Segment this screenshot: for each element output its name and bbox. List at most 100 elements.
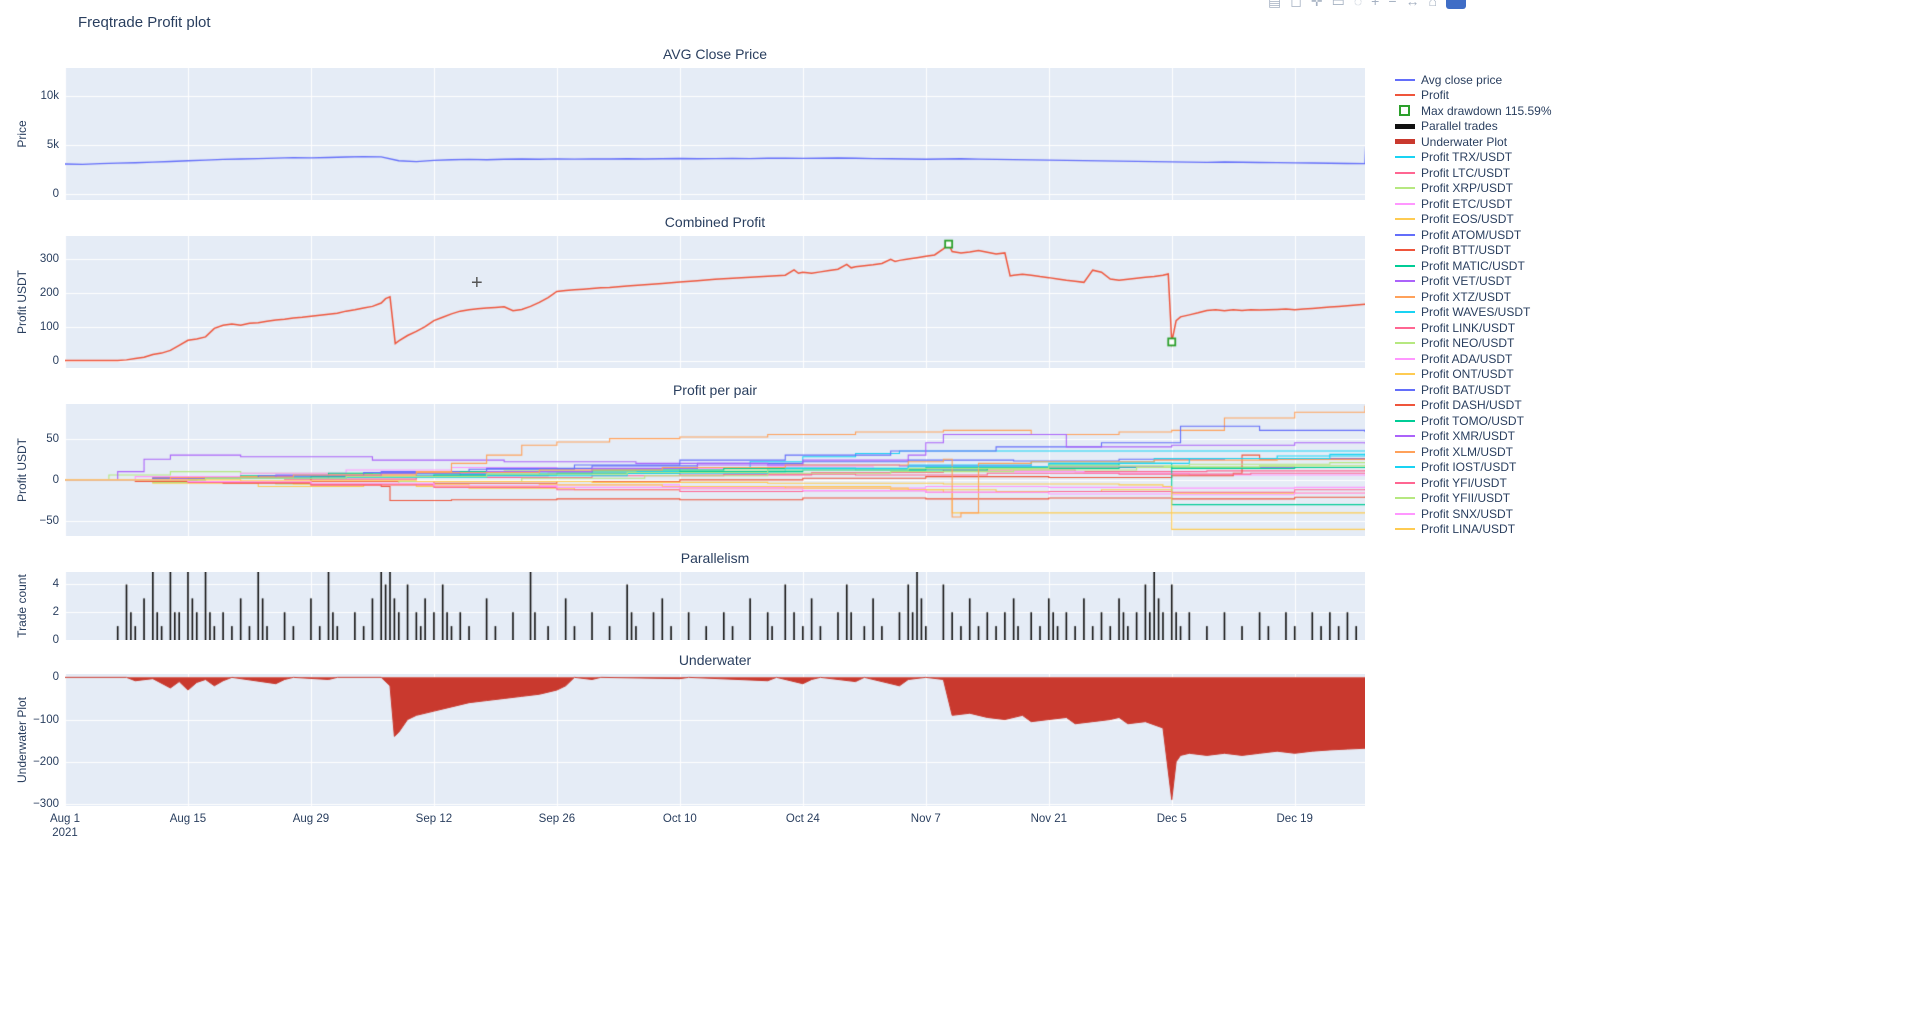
line-swatch-icon	[1395, 466, 1415, 469]
thick-swatch-icon	[1395, 123, 1415, 129]
line-swatch-icon	[1395, 249, 1415, 252]
subplot-title-combined-profit: Combined Profit	[664, 214, 766, 230]
avg-close-price-canvas[interactable]	[65, 68, 1365, 200]
legend-label: Profit ONT/USDT	[1421, 367, 1514, 382]
y-axis-label-underwater-plot: Underwater Plot	[15, 696, 29, 784]
plotly-logo[interactable]	[1446, 0, 1466, 9]
legend-item-profit-eos-usdt[interactable]: Profit EOS/USDT	[1395, 212, 1552, 228]
legend-label: Avg close price	[1421, 72, 1503, 87]
legend-label: Profit MATIC/USDT	[1421, 258, 1525, 273]
legend-item-profit-lina-usdt[interactable]: Profit LINA/USDT	[1395, 522, 1552, 538]
legend-item-profit[interactable]: Profit	[1395, 88, 1552, 104]
legend-item-profit-link-usdt[interactable]: Profit LINK/USDT	[1395, 320, 1552, 336]
y-tick-label: 10k	[40, 89, 59, 102]
x-tick-label: Aug 1 2021	[49, 813, 81, 839]
zoom-out-icon[interactable]: −	[1388, 0, 1397, 9]
line-swatch-icon	[1395, 156, 1415, 159]
x-tick-label: Sep 26	[538, 813, 576, 825]
legend-item-max-drawdown-115-59-[interactable]: Max drawdown 115.59%	[1395, 103, 1552, 119]
legend-item-profit-atom-usdt[interactable]: Profit ATOM/USDT	[1395, 227, 1552, 243]
combined-profit-canvas[interactable]	[65, 236, 1365, 368]
legend-label: Underwater Plot	[1421, 134, 1508, 149]
legend-item-profit-yfi-usdt[interactable]: Profit YFI/USDT	[1395, 475, 1552, 491]
legend-item-profit-waves-usdt[interactable]: Profit WAVES/USDT	[1395, 305, 1552, 321]
legend-item-avg-close-price[interactable]: Avg close price	[1395, 72, 1552, 88]
box-select-icon[interactable]: ▭	[1331, 0, 1345, 9]
line-swatch-icon	[1395, 419, 1415, 422]
y-tick-label: −200	[33, 755, 59, 768]
y-tick-label: −300	[33, 797, 59, 810]
legend-label: Profit ADA/USDT	[1421, 351, 1513, 366]
line-swatch-icon	[1395, 295, 1415, 298]
legend-item-profit-xlm-usdt[interactable]: Profit XLM/USDT	[1395, 444, 1552, 460]
autoscale-icon[interactable]: ↔	[1405, 0, 1420, 9]
line-swatch-icon	[1395, 435, 1415, 438]
legend-item-profit-vet-usdt[interactable]: Profit VET/USDT	[1395, 274, 1552, 290]
x-tick-label: Nov 21	[1030, 813, 1067, 825]
x-tick-label: Oct 24	[785, 813, 820, 825]
line-swatch-icon	[1395, 404, 1415, 407]
legend-item-profit-neo-usdt[interactable]: Profit NEO/USDT	[1395, 336, 1552, 352]
legend-item-profit-tomo-usdt[interactable]: Profit TOMO/USDT	[1395, 413, 1552, 429]
x-tick-label: Sep 12	[415, 813, 453, 825]
line-swatch-icon	[1395, 280, 1415, 283]
legend-label: Profit DASH/USDT	[1421, 398, 1522, 413]
legend-item-profit-dash-usdt[interactable]: Profit DASH/USDT	[1395, 398, 1552, 414]
profit-per-pair-canvas[interactable]	[65, 404, 1365, 536]
legend-label: Profit LINK/USDT	[1421, 320, 1516, 335]
zoom-icon[interactable]: ◻	[1290, 0, 1302, 9]
legend-label: Profit LTC/USDT	[1421, 165, 1511, 180]
legend-item-profit-bat-usdt[interactable]: Profit BAT/USDT	[1395, 382, 1552, 398]
line-swatch-icon	[1395, 218, 1415, 221]
line-swatch-icon	[1395, 388, 1415, 391]
camera-icon[interactable]: ▤	[1268, 0, 1282, 9]
line-swatch-icon	[1395, 94, 1415, 97]
legend-label: Profit YFII/USDT	[1421, 491, 1511, 506]
pan-icon[interactable]: ✛	[1310, 0, 1323, 9]
y-tick-label: 0	[52, 671, 59, 684]
legend-label: Profit NEO/USDT	[1421, 336, 1515, 351]
zoom-in-icon[interactable]: +	[1371, 0, 1380, 9]
x-tick-label: Dec 5	[1156, 813, 1187, 825]
y-tick-label: 0	[52, 473, 59, 486]
legend-item-profit-etc-usdt[interactable]: Profit ETC/USDT	[1395, 196, 1552, 212]
subplot-title-profit-per-pair: Profit per pair	[672, 382, 758, 398]
line-swatch-icon	[1395, 326, 1415, 329]
line-swatch-icon	[1395, 264, 1415, 267]
y-axis-label-profit-usdt-pairs: Profit USDT	[15, 437, 29, 503]
lasso-select-icon[interactable]: ◌	[1353, 0, 1363, 9]
legend: Avg close price Profit Max drawdown 115.59…	[1395, 72, 1552, 537]
legend-item-parallel-trades[interactable]: Parallel trades	[1395, 119, 1552, 135]
y-tick-label: 300	[39, 253, 59, 265]
x-tick-label: Aug 15	[169, 813, 207, 825]
legend-item-profit-ltc-usdt[interactable]: Profit LTC/USDT	[1395, 165, 1552, 181]
legend-label: Profit LINA/USDT	[1421, 522, 1516, 537]
legend-item-profit-xrp-usdt[interactable]: Profit XRP/USDT	[1395, 181, 1552, 197]
legend-item-profit-ont-usdt[interactable]: Profit ONT/USDT	[1395, 367, 1552, 383]
legend-label: Profit XMR/USDT	[1421, 429, 1516, 444]
parallelism-canvas[interactable]	[65, 572, 1365, 640]
legend-item-profit-ada-usdt[interactable]: Profit ADA/USDT	[1395, 351, 1552, 367]
legend-item-profit-trx-usdt[interactable]: Profit TRX/USDT	[1395, 150, 1552, 166]
y-tick-label: 50	[46, 432, 59, 445]
legend-label: Profit EOS/USDT	[1421, 212, 1514, 227]
legend-item-profit-iost-usdt[interactable]: Profit IOST/USDT	[1395, 460, 1552, 476]
x-tick-label: Dec 19	[1276, 813, 1313, 825]
legend-item-profit-snx-usdt[interactable]: Profit SNX/USDT	[1395, 506, 1552, 522]
reset-axes-icon[interactable]: ⌂	[1428, 0, 1437, 9]
underwater-canvas[interactable]	[65, 674, 1365, 806]
legend-label: Profit ATOM/USDT	[1421, 227, 1522, 242]
legend-item-profit-matic-usdt[interactable]: Profit MATIC/USDT	[1395, 258, 1552, 274]
legend-label: Profit XLM/USDT	[1421, 444, 1514, 459]
y-tick-label: 0	[52, 634, 59, 646]
legend-item-profit-xtz-usdt[interactable]: Profit XTZ/USDT	[1395, 289, 1552, 305]
line-swatch-icon	[1395, 78, 1415, 81]
legend-item-underwater-plot[interactable]: Underwater Plot	[1395, 134, 1552, 150]
line-swatch-icon	[1395, 481, 1415, 484]
legend-label: Profit XRP/USDT	[1421, 181, 1514, 196]
legend-item-profit-xmr-usdt[interactable]: Profit XMR/USDT	[1395, 429, 1552, 445]
legend-item-profit-btt-usdt[interactable]: Profit BTT/USDT	[1395, 243, 1552, 259]
legend-label: Profit	[1421, 88, 1450, 103]
legend-item-profit-yfii-usdt[interactable]: Profit YFII/USDT	[1395, 491, 1552, 507]
line-swatch-icon	[1395, 342, 1415, 345]
